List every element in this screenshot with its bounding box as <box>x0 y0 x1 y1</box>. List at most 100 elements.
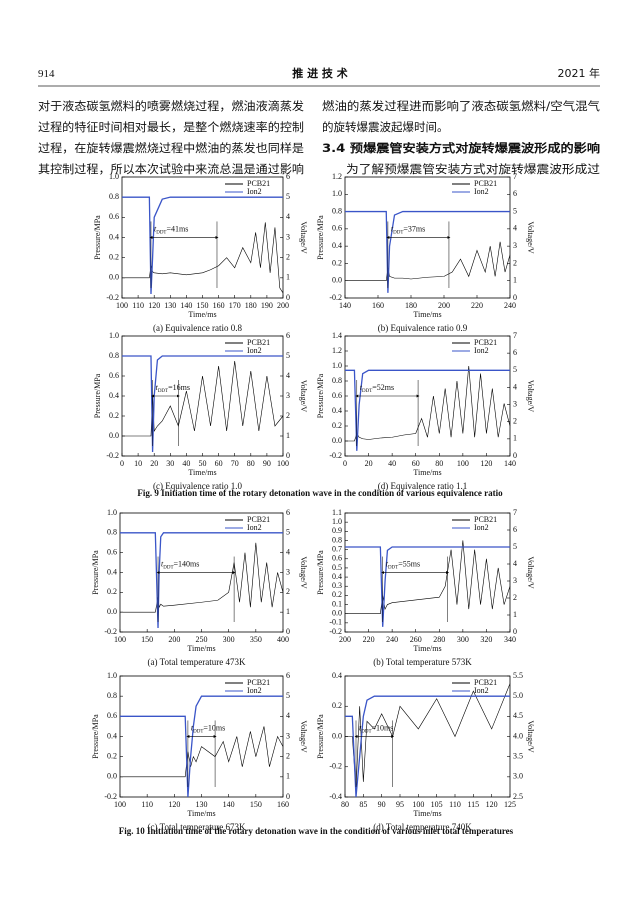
y2-tick-label: 2 <box>513 417 517 426</box>
legend-label: Ion2 <box>474 686 489 695</box>
ddt-symbol: t <box>360 383 363 392</box>
y2-tick-label: 6 <box>513 348 517 357</box>
y2-tick-label: 5 <box>513 542 517 551</box>
y2-tick-label: 4.5 <box>513 711 523 720</box>
panel-caption: (c) Equivalence ratio 1.0 <box>153 481 242 491</box>
series-line <box>120 542 284 613</box>
y2-tick-label: 3 <box>513 576 517 585</box>
x-axis-label: Time/ms <box>187 644 215 653</box>
y-tick-label: 0.6 <box>332 224 342 233</box>
x-tick-label: 170 <box>229 301 241 310</box>
panel-caption: (c) Total temperature 673K <box>148 822 246 832</box>
legend-label: PCB21 <box>247 338 270 347</box>
legend-label: Ion2 <box>247 346 262 355</box>
y-tick-label: 0.7 <box>332 544 342 553</box>
ddt-annotation: tDDT=10ms <box>359 723 393 734</box>
ddt-value: =16ms <box>168 383 190 392</box>
panel-caption: (b) Equivalence ratio 0.9 <box>378 323 468 333</box>
y2-axis-label: Voltage/V <box>299 380 308 413</box>
x-tick-label: 320 <box>480 635 492 644</box>
x-tick-label: 100 <box>412 800 424 809</box>
x-tick-label: 130 <box>196 800 208 809</box>
y-tick-label: 1.2 <box>332 172 342 181</box>
x-tick-label: 260 <box>410 635 422 644</box>
y-tick-label: 0.0 <box>332 436 342 445</box>
y-tick-label: 0.4 <box>107 731 117 740</box>
x-tick-label: 130 <box>164 301 176 310</box>
ddt-subscript: DDT <box>393 230 403 235</box>
x-tick-label: 200 <box>339 635 351 644</box>
figure-caption: Fig. 10 Initiation time of the rotary de… <box>119 826 514 836</box>
y-tick-label: 0.0 <box>109 431 119 440</box>
y2-tick-label: 4 <box>286 212 290 221</box>
page-number: 914 <box>38 68 55 80</box>
x-tick-label: 100 <box>116 301 128 310</box>
y-tick-label: 1.4 <box>332 331 342 340</box>
y-tick-label: 0.1 <box>332 599 342 608</box>
panel-caption: (a) Equivalence ratio 0.8 <box>153 323 242 333</box>
legend-label: Ion2 <box>247 686 262 695</box>
x-tick-label: 180 <box>245 301 257 310</box>
y2-tick-label: 4 <box>286 711 290 720</box>
y2-tick-label: 4 <box>286 547 290 556</box>
section-heading: 3.4 预爆震管安装方式对旋转爆震波形成的影响 <box>322 141 600 155</box>
y2-tick-label: 7 <box>513 172 517 181</box>
y2-tick-label: 7 <box>513 331 517 340</box>
y2-tick-label: 3 <box>513 241 517 250</box>
y2-tick-label: 6 <box>513 189 517 198</box>
x-tick-label: 80 <box>435 459 443 468</box>
x-tick-label: 300 <box>223 635 235 644</box>
x-tick-label: 110 <box>141 800 153 809</box>
series-line <box>345 365 511 442</box>
y-axis-label: Pressure/MPa <box>316 215 325 260</box>
y-tick-label: 0.8 <box>332 206 342 215</box>
y-tick-label: 0.8 <box>332 376 342 385</box>
y-tick-label: 0.2 <box>109 252 119 261</box>
y-tick-label: 0.4 <box>109 232 119 241</box>
y-tick-label: 0.4 <box>107 567 117 576</box>
y-tick-label: 0.2 <box>107 751 117 760</box>
body-text: 为了解预爆震管安装方式对旋转爆震波形成过 <box>346 162 601 176</box>
y-tick-label: 0.6 <box>107 711 117 720</box>
x-axis-label: Time/ms <box>188 310 216 319</box>
x-tick-label: 160 <box>213 301 225 310</box>
chart: 0 20 40 60 80 100 120 140-0.20.00.20.40.60.81.0… <box>316 331 535 491</box>
panel-caption: (d) Equivalence ratio 1.1 <box>378 481 467 491</box>
y2-tick-label: 0 <box>286 792 290 801</box>
series-line <box>122 222 284 294</box>
x-tick-label: 95 <box>396 800 404 809</box>
y-axis-label: Pressure/MPa <box>91 714 100 759</box>
y-tick-label: 0.0 <box>109 273 119 282</box>
y2-tick-label: 5.5 <box>513 671 523 680</box>
ddt-value: =52ms <box>372 383 394 392</box>
ddt-annotation: tDDT=140ms <box>161 560 199 571</box>
ddt-annotation: tDDT=37ms <box>391 224 425 235</box>
y2-tick-label: 2.5 <box>513 792 523 801</box>
x-tick-label: 120 <box>148 301 160 310</box>
y-tick-label: 0.5 <box>332 563 342 572</box>
y-tick-label: 0.6 <box>332 554 342 563</box>
y2-tick-label: 2 <box>286 411 290 420</box>
y-tick-label: 0.4 <box>109 391 119 400</box>
y-tick-label: -0.2 <box>104 627 117 636</box>
y-axis-label: Pressure/MPa <box>316 373 325 418</box>
x-tick-label: 100 <box>457 459 469 468</box>
x-tick-label: 120 <box>480 459 492 468</box>
y2-tick-label: 3.5 <box>513 751 523 760</box>
chart: 80 85 90 95 100 105 110 115 120 125 -0.4 -0.2 0.0 0.2… <box>316 671 535 832</box>
x-tick-label: 280 <box>433 635 445 644</box>
series-line <box>345 241 511 282</box>
x-tick-label: 150 <box>141 635 153 644</box>
y2-tick-label: 5 <box>286 192 290 201</box>
x-tick-label: 100 <box>114 800 126 809</box>
x-tick-label: 10 <box>134 459 142 468</box>
y-axis-label: Pressure/MPa <box>93 373 102 418</box>
y-tick-label: -0.4 <box>329 792 342 801</box>
y2-tick-label: 3 <box>286 232 290 241</box>
y-tick-label: 0.8 <box>109 192 119 201</box>
y2-axis-label: Voltage/V <box>299 556 308 589</box>
y2-tick-label: 0 <box>513 627 517 636</box>
y-tick-label: 0.2 <box>107 587 117 596</box>
y-tick-label: 0.8 <box>107 691 117 700</box>
